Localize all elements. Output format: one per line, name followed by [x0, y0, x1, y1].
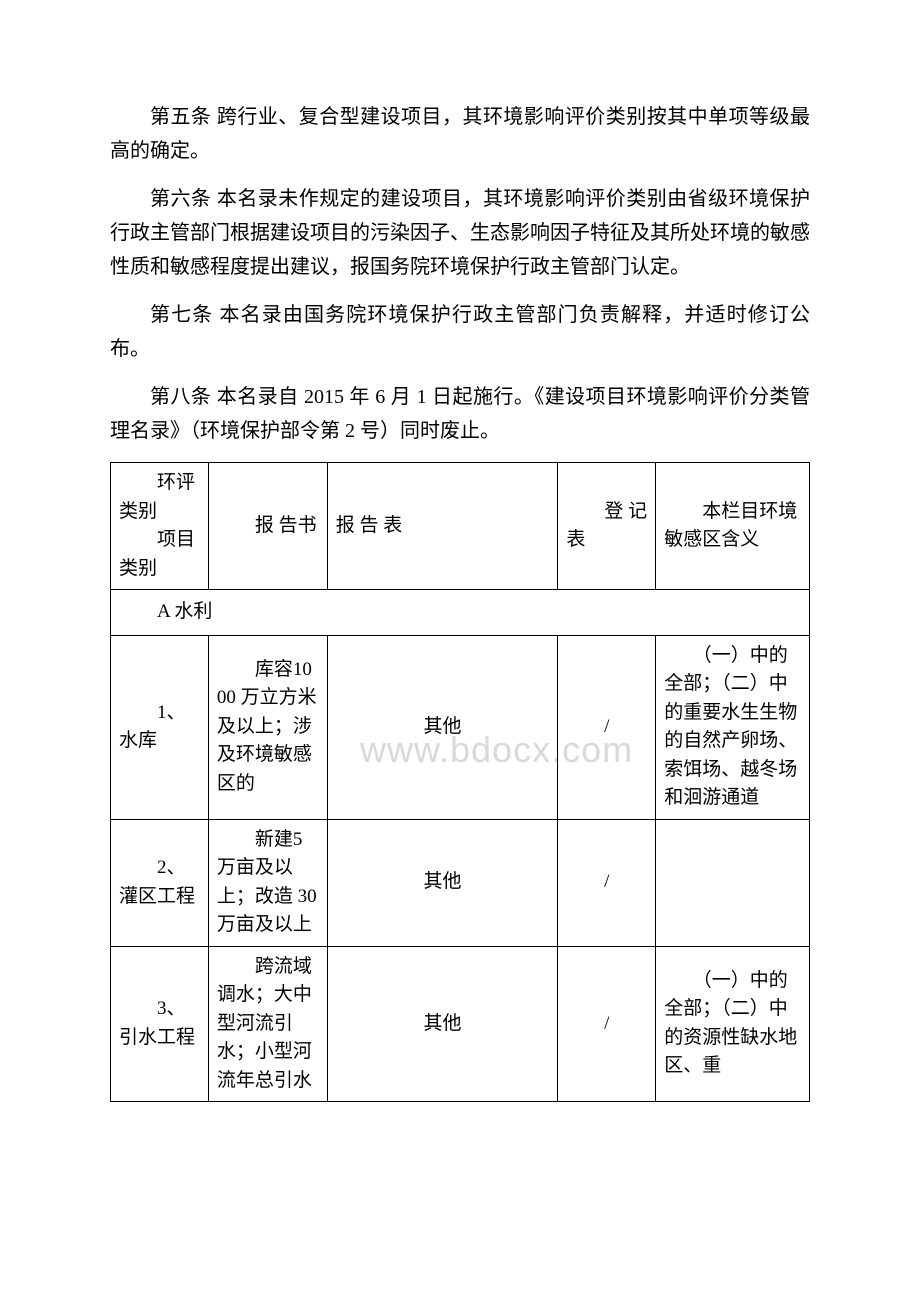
article-5: 第五条 跨行业、复合型建设项目，其环境影响评价类别按其中单项等级最高的确定。	[110, 100, 810, 168]
row3-c3: 其他	[327, 946, 558, 1102]
header-cat-line2: 项目类别	[119, 526, 200, 583]
article-8: 第八条 本名录自 2015 年 6 月 1 日起施行。《建设项目环境影响评价分类…	[110, 380, 810, 448]
table-row: 2、灌区工程 新建5 万亩及以上；改造 30 万亩及以上 其他 /	[111, 819, 810, 946]
row3-c2: 跨流域调水；大中型河流引水；小型河流年总引水	[208, 946, 327, 1102]
table-row: 1、水库 库容1000 万立方米及以上；涉及环境敏感区的 其他 / （一）中的全…	[111, 635, 810, 819]
row1-c3: 其他	[327, 635, 558, 819]
header-report-form: 报 告 表	[327, 463, 558, 590]
document-content: 第五条 跨行业、复合型建设项目，其环境影响评价类别按其中单项等级最高的确定。 第…	[110, 100, 810, 1102]
row2-c1: 2、灌区工程	[111, 819, 209, 946]
table-row: 3、引水工程 跨流域调水；大中型河流引水；小型河流年总引水 其他 / （一）中的…	[111, 946, 810, 1102]
row1-c4: /	[558, 635, 656, 819]
row3-c1: 3、引水工程	[111, 946, 209, 1102]
section-a-cell: A 水利	[111, 590, 810, 636]
header-report-book: 报 告书	[208, 463, 327, 590]
section-a-row: A 水利	[111, 590, 810, 636]
header-registration: 登 记表	[558, 463, 656, 590]
article-6: 第六条 本名录未作规定的建设项目，其环境影响评价类别由省级环境保护行政主管部门根…	[110, 182, 810, 284]
header-cat-line1: 环评类别	[119, 469, 200, 526]
row1-c5: （一）中的全部；（二）中的重要水生生物的自然产卵场、索饵场、越冬场和洄游通道	[656, 635, 810, 819]
row1-c2: 库容1000 万立方米及以上；涉及环境敏感区的	[208, 635, 327, 819]
row2-c4: /	[558, 819, 656, 946]
section-a-label: A 水利	[119, 598, 801, 627]
header-sensitive-area: 本栏目环境敏感区含义	[656, 463, 810, 590]
row1-c1: 1、水库	[111, 635, 209, 819]
row2-c2: 新建5 万亩及以上；改造 30 万亩及以上	[208, 819, 327, 946]
article-7: 第七条 本名录由国务院环境保护行政主管部门负责解释，并适时修订公布。	[110, 298, 810, 366]
row2-c5	[656, 819, 810, 946]
row2-c3: 其他	[327, 819, 558, 946]
classification-table: 环评类别 项目类别 报 告书 报 告 表 登 记表 本栏目环境敏感区含义 A 水…	[110, 462, 810, 1102]
row3-c4: /	[558, 946, 656, 1102]
header-category: 环评类别 项目类别	[111, 463, 209, 590]
row3-c5: （一）中的全部；（二）中的资源性缺水地区、重	[656, 946, 810, 1102]
table-header-row: 环评类别 项目类别 报 告书 报 告 表 登 记表 本栏目环境敏感区含义	[111, 463, 810, 590]
